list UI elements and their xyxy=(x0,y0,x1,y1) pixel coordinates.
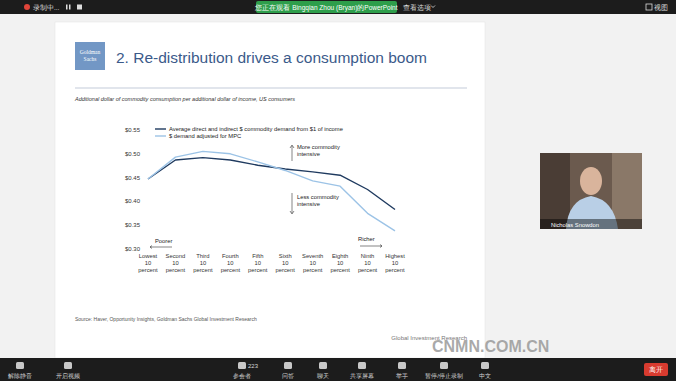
toolbar-icon[interactable] xyxy=(16,362,24,369)
toolbar-icon[interactable] xyxy=(319,362,327,369)
y-tick-label: $0.40 xyxy=(125,198,141,204)
logo-text: GoldmanSachs xyxy=(80,49,101,62)
legend-entry: Average direct and indirect $ commodity … xyxy=(169,126,343,132)
arrow-left xyxy=(150,246,172,249)
toolbar-button[interactable]: 暂停/停止录制 xyxy=(425,373,463,379)
x-tick-label: Seventh10percent xyxy=(302,253,323,273)
pause-icon[interactable] xyxy=(69,5,71,10)
toolbar-icon[interactable] xyxy=(440,362,448,369)
recording-label: 录制中... xyxy=(33,4,60,11)
y-tick xyxy=(142,153,143,154)
x-tick-label: Sixth10percent xyxy=(276,253,296,273)
participant-count: 223 xyxy=(248,363,259,369)
toolbar-button[interactable]: 中文 xyxy=(479,372,491,379)
toolbar-icon[interactable] xyxy=(64,362,72,369)
x-tick-label: Eighth10percent xyxy=(330,253,350,273)
speaker-name: Nicholas Snowdon xyxy=(551,222,599,228)
toolbar-button[interactable]: 问答 xyxy=(282,373,294,379)
toolbar-button[interactable]: 开启视频 xyxy=(56,372,80,379)
arrow-up xyxy=(292,146,293,161)
arrow-head xyxy=(290,145,294,148)
webcam xyxy=(540,153,642,229)
view-options[interactable]: 查看选项 xyxy=(403,4,431,11)
annotation: Poorer xyxy=(155,238,172,244)
slide xyxy=(55,22,485,358)
toolbar-button[interactable]: 解除静音 xyxy=(8,372,32,379)
x-tick-label: Fourth10percent xyxy=(221,253,241,273)
toolbar-icon[interactable] xyxy=(481,362,489,369)
view-icon xyxy=(646,4,652,10)
slide-title: 2. Re-distribution drives a consumption … xyxy=(116,49,427,66)
leave-button-bg[interactable] xyxy=(644,363,668,376)
annotation: Less commodityintensive xyxy=(297,194,339,207)
toolbar-icon[interactable] xyxy=(284,362,292,369)
y-tick-label: $0.45 xyxy=(125,175,141,181)
annotation: More commodityintensive xyxy=(297,144,340,157)
webcam-wall xyxy=(612,153,642,229)
screen: 录制中... 您正在观看 Bingqian Zhou (Bryan)的PowerP… xyxy=(0,0,676,381)
stop-icon[interactable] xyxy=(77,5,82,10)
x-tick-label: Highest10percent xyxy=(385,253,405,273)
speaker-head xyxy=(580,167,602,195)
logo-box xyxy=(75,42,105,70)
name-strip xyxy=(540,219,642,229)
x-tick-label: Fifth10percent xyxy=(248,253,268,273)
y-tick xyxy=(142,225,143,226)
y-tick xyxy=(142,201,143,202)
webcam-shelf xyxy=(540,153,570,229)
toolbar-button[interactable]: 举手 xyxy=(396,372,408,379)
toolbar-icon[interactable] xyxy=(358,362,366,369)
y-tick-label: $0.30 xyxy=(125,246,141,252)
watermark: CNMN.COM.CN xyxy=(432,338,549,355)
x-tick-label: Lowest10percent xyxy=(138,253,158,273)
x-tick-label: Ninth10percent xyxy=(358,253,378,273)
view-button[interactable]: 视图 xyxy=(654,4,668,11)
x-tick-label: Second10percent xyxy=(166,253,186,273)
series-line xyxy=(148,151,395,230)
background xyxy=(0,0,676,381)
record-dot xyxy=(24,4,30,10)
arrow-down xyxy=(292,193,293,213)
toolbar-icon[interactable] xyxy=(238,362,246,369)
legend-swatch xyxy=(155,128,166,129)
legend-swatch xyxy=(155,135,166,136)
chart-subtitle: Additional dollar of commodity consumpti… xyxy=(74,96,295,102)
pause-icon[interactable] xyxy=(66,5,68,10)
toolbar-button[interactable]: 共享屏幕 xyxy=(350,372,374,379)
toolbar-button[interactable]: 聊天 xyxy=(317,373,329,379)
leave-button[interactable]: 离开 xyxy=(649,366,663,373)
x-tick-label: Third10percent xyxy=(193,253,213,273)
arrow-head xyxy=(290,211,294,214)
y-tick xyxy=(142,177,143,178)
series-line xyxy=(148,158,395,210)
toolbar-icon[interactable] xyxy=(398,362,406,369)
y-tick-label: $0.50 xyxy=(125,151,141,157)
viewing-banner: 您正在观看 Bingqian Zhou (Bryan)的PowerPoint xyxy=(254,4,397,12)
title-rule xyxy=(75,88,467,89)
y-tick-label: $0.35 xyxy=(125,222,141,228)
legend-entry: $ demand adjusted for MPC xyxy=(169,133,241,139)
y-tick-label: $0.55 xyxy=(125,127,141,133)
chart-source: Source: Haver, Opportunity Insights, Gol… xyxy=(75,316,257,322)
plot-lines xyxy=(148,151,395,230)
arrow-right xyxy=(360,245,382,248)
chevron xyxy=(431,6,435,8)
toolbar-button[interactable]: 参会者 xyxy=(233,373,251,379)
annotation: Richer xyxy=(358,236,375,242)
bottom-toolbar xyxy=(0,358,676,381)
y-tick xyxy=(142,249,143,250)
top-bar xyxy=(0,0,676,14)
y-tick xyxy=(142,130,143,131)
